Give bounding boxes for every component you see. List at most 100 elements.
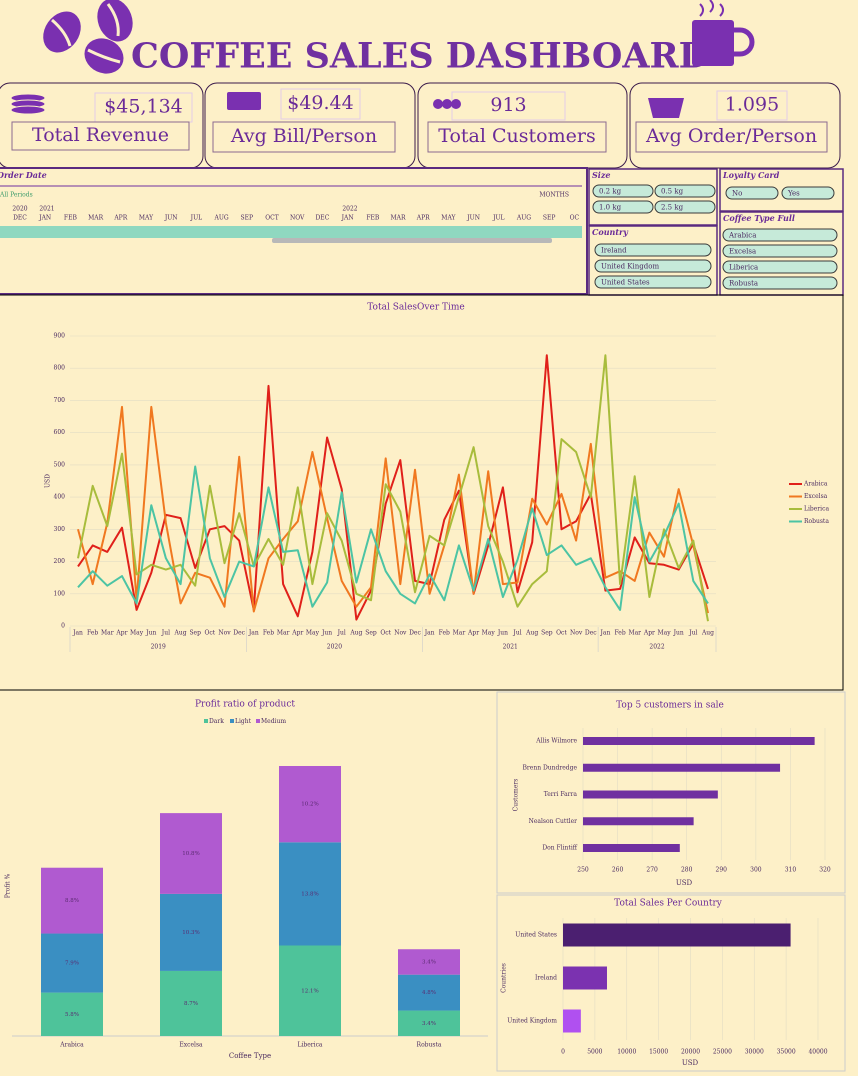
- bar-segment: [279, 842, 341, 946]
- x-tick-label: Feb: [263, 630, 274, 637]
- timeline-year: 2022: [342, 206, 357, 213]
- legend-label: Light: [235, 718, 252, 725]
- x-tick-label: Dec: [233, 630, 245, 637]
- kpi-icon: [648, 98, 684, 118]
- chart-frame: [496, 691, 846, 894]
- x-tick-label: Jun: [321, 630, 332, 637]
- x-axis-label: Coffee Type: [229, 1052, 271, 1060]
- slicer-title: Country: [592, 227, 629, 237]
- line-series: [77, 354, 709, 621]
- x-tick-label: Jul: [337, 630, 346, 637]
- slicer-item[interactable]: [592, 184, 654, 198]
- chart-title: Total Sales Per Country: [614, 899, 723, 909]
- x-tick-label: Jan: [600, 630, 611, 637]
- bar: [583, 790, 718, 799]
- x-tick-label: Jan: [248, 630, 259, 637]
- slicer-item[interactable]: [592, 200, 654, 214]
- slicer-item[interactable]: [654, 200, 716, 214]
- x-tick-label: 270: [646, 867, 658, 874]
- slicer-item[interactable]: [594, 259, 712, 273]
- legend-swatch: [256, 719, 260, 723]
- timeline-month: JAN: [341, 215, 354, 222]
- x-tick-label: Aug: [174, 630, 187, 637]
- y-tick-label: Terri Farra: [544, 791, 578, 798]
- slicer-title: Loyalty Card: [722, 170, 780, 180]
- x-tick-label: 30000: [745, 1049, 764, 1056]
- timeline-month: MAY: [441, 215, 456, 222]
- line-series: [77, 405, 709, 614]
- x-tick-label: 40000: [808, 1049, 827, 1056]
- x-tick-label: 290: [716, 867, 728, 874]
- timeline-month: APR: [113, 215, 127, 222]
- slicer-item[interactable]: [725, 186, 779, 200]
- slicer-item[interactable]: [594, 243, 712, 257]
- x-tick-label: Mar: [277, 630, 290, 637]
- bar-segment: [160, 813, 222, 894]
- data-label: 12.1%: [301, 988, 318, 994]
- timeline-month: JUN: [164, 215, 178, 222]
- slicer-item-label: Excelsa: [729, 248, 756, 256]
- x-tick-label: Apr: [467, 630, 479, 637]
- data-label: 13.8%: [301, 891, 318, 897]
- x-tick-label: Jun: [497, 630, 508, 637]
- slicer-item[interactable]: [594, 275, 712, 289]
- legend-label: Excelsa: [804, 493, 828, 500]
- timeline-month: DEC: [13, 215, 27, 222]
- x-tick-label: 25000: [713, 1049, 732, 1056]
- x-tick-label: May: [306, 630, 320, 637]
- chart-title: Top 5 customers in sale: [616, 701, 724, 711]
- y-tick-label: United States: [515, 932, 557, 939]
- slicer: [719, 168, 844, 212]
- chart-title: Profit ratio of product: [195, 700, 295, 710]
- x-tick-label: Jul: [161, 630, 170, 637]
- y-tick-label: Ireland: [535, 975, 557, 982]
- x-tick-label: Apr: [115, 630, 127, 637]
- timeline-bar: [0, 226, 582, 238]
- x-tick-label: 250: [577, 867, 589, 874]
- x-tick-label: Sep: [365, 630, 377, 637]
- kpi-icon: [227, 92, 261, 110]
- x-tick-label: Apr: [291, 630, 303, 637]
- data-label: 8.7%: [184, 1001, 198, 1007]
- kpi-label: Avg Order/Person: [645, 125, 817, 147]
- slicer-item-label: Liberica: [729, 264, 758, 272]
- y-tick-label: 700: [54, 397, 66, 404]
- x-tick-label: Aug: [525, 630, 538, 637]
- x-group-label: 2020: [327, 644, 342, 651]
- slicer-item[interactable]: [781, 186, 835, 200]
- data-label: 3.4%: [422, 1021, 436, 1027]
- bar-segment: [160, 893, 222, 971]
- x-tick-label: Mar: [101, 630, 114, 637]
- x-tick-label: Oct: [556, 630, 567, 637]
- x-tick-label: Sep: [189, 630, 201, 637]
- timeline-period: All Periods: [0, 192, 33, 199]
- timeline-month: JUL: [492, 215, 504, 222]
- x-tick-label: Mar: [628, 630, 641, 637]
- slicer-item-label: United Kingdom: [601, 263, 659, 271]
- x-tick-label: 15000: [649, 1049, 668, 1056]
- slicer-item-label: 1.0 kg: [599, 204, 622, 212]
- kpi-icon: [442, 99, 452, 109]
- slicer-item[interactable]: [722, 276, 838, 290]
- slicer-item-label: Arabica: [728, 232, 756, 240]
- data-label: 10.2%: [301, 802, 318, 808]
- slicer-item[interactable]: [722, 228, 838, 242]
- x-tick-label: 0: [561, 1049, 565, 1056]
- x-tick-label: 35000: [777, 1049, 796, 1056]
- x-tick-label: Jun: [145, 630, 156, 637]
- slicer-item[interactable]: [654, 184, 716, 198]
- slicer-item-label: No: [732, 190, 742, 198]
- timeline-month: FEB: [366, 215, 380, 222]
- timeline-unit: MONTHS: [539, 192, 569, 199]
- y-tick-label: Allis Wilmore: [535, 738, 577, 745]
- bar-segment: [160, 970, 222, 1036]
- bar: [563, 966, 607, 990]
- bar-segment: [398, 974, 460, 1011]
- x-tick-label: Feb: [614, 630, 625, 637]
- timeline-month: JUN: [466, 215, 480, 222]
- slicer-item[interactable]: [722, 244, 838, 258]
- slicer-item[interactable]: [722, 260, 838, 274]
- timeline-month: OCT: [265, 215, 279, 222]
- x-tick-label: 300: [750, 867, 762, 874]
